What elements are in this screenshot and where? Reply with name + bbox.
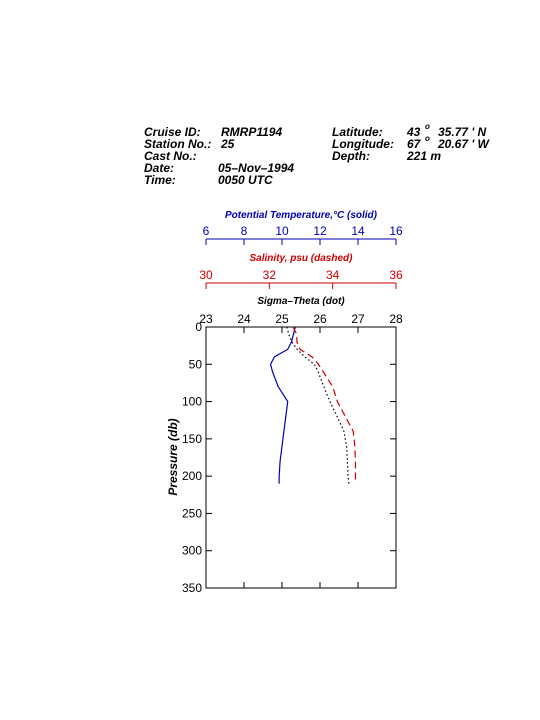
lon-min: 20.67 ' W — [437, 137, 491, 151]
lat-label: Latitude: — [332, 125, 383, 139]
profile-line — [269, 326, 296, 484]
x-tick-label: 24 — [237, 312, 251, 326]
y-tick-label: 100 — [182, 395, 202, 409]
y-tick-label: 350 — [182, 581, 202, 595]
plot-frame — [205, 326, 397, 589]
profile-line — [292, 326, 357, 484]
depth-label: Depth: — [332, 149, 370, 163]
x-tick-label: 12 — [313, 224, 327, 238]
axis-title: Potential Temperature,°C (solid) — [225, 210, 378, 221]
x-tick-label: 32 — [263, 268, 277, 282]
x-tick-label: 30 — [199, 268, 213, 282]
lon-label: Longitude: — [332, 137, 394, 151]
y-tick-label: 0 — [195, 320, 202, 334]
axis-title: Salinity, psu (dashed) — [250, 253, 354, 264]
y-tick-label: 250 — [182, 506, 202, 520]
date-label: Date: — [144, 161, 174, 175]
x-tick-label: 16 — [389, 224, 403, 238]
x-tick-label: 6 — [203, 224, 210, 238]
y-tick-label: 150 — [182, 432, 202, 446]
station-value: 25 — [220, 137, 235, 151]
x-tick-label: 25 — [275, 312, 289, 326]
time-label: Time: — [144, 173, 176, 187]
x-tick-label: 14 — [351, 224, 365, 238]
cruise-value: RMRP1194 — [221, 125, 282, 139]
y-tick-label: 50 — [189, 357, 203, 371]
x-tick-label: 34 — [326, 268, 340, 282]
x-tick-label: 27 — [351, 312, 365, 326]
date-value: 05–Nov–1994 — [218, 161, 294, 175]
x-tick-label: 36 — [389, 268, 403, 282]
x-tick-label: 23 — [199, 312, 213, 326]
y-tick-label: 200 — [182, 469, 202, 483]
x-tick-label: 10 — [275, 224, 289, 238]
lat-deg: 43 — [406, 125, 421, 139]
station-label: Station No.: — [144, 137, 211, 151]
time-value: 0050 UTC — [218, 173, 273, 187]
x-tick-label: 28 — [389, 312, 403, 326]
cruise-label: Cruise ID: — [144, 125, 201, 139]
lon-deg: 67 — [407, 137, 422, 151]
depth-value: 221 m — [406, 149, 441, 163]
degree-mark: o — [425, 122, 430, 131]
axis-title: Sigma–Theta (dot) — [257, 296, 345, 307]
x-tick-label: 8 — [241, 224, 248, 238]
degree-mark: o — [425, 134, 430, 143]
y-tick-label: 300 — [182, 544, 202, 558]
y-axis-title: Pressure (db) — [166, 418, 180, 495]
cast-label: Cast No.: — [144, 149, 197, 163]
x-tick-label: 26 — [313, 312, 327, 326]
lat-min: 35.77 ' N — [438, 125, 487, 139]
